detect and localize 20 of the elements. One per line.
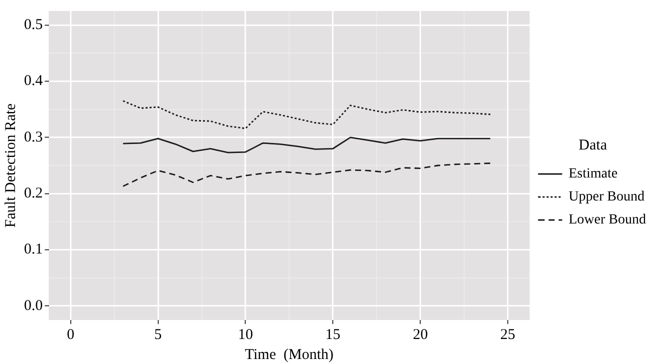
x-axis-title: Time (Month) <box>244 346 334 363</box>
x-tick-label: 0 <box>66 326 74 343</box>
y-axis-title: Fault Detection Rate <box>2 103 19 228</box>
legend-label: Upper Bound <box>568 190 644 205</box>
y-tick-label: 0.2 <box>24 186 43 202</box>
y-tick-label: 0.1 <box>24 242 43 258</box>
x-tick-label: 25 <box>500 326 516 343</box>
legend-label: Lower Bound <box>568 212 646 228</box>
y-tick-label: 0.5 <box>24 16 43 33</box>
line-series <box>122 100 491 130</box>
legend-title: Data <box>578 137 608 154</box>
line-series <box>122 162 491 187</box>
x-tick-label: 20 <box>412 326 428 343</box>
x-tick-label: 10 <box>238 326 253 343</box>
y-tick-label: 0.3 <box>24 129 43 146</box>
y-tick-label: 0.4 <box>24 73 44 90</box>
x-tick-label: 5 <box>154 326 162 343</box>
x-tick-label: 15 <box>325 326 340 343</box>
legend-label: Estimate <box>568 166 618 182</box>
y-tick-label: 0.0 <box>24 298 43 314</box>
